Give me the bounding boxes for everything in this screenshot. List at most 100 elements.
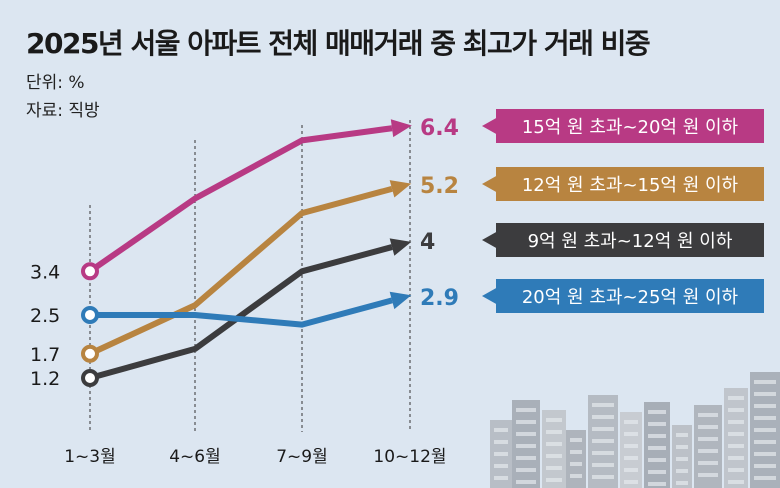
building-window <box>624 456 638 460</box>
building-7 <box>644 402 670 488</box>
building-window <box>516 408 536 412</box>
start-value-label-3: 1.2 <box>30 368 60 390</box>
building-window <box>570 462 582 466</box>
series-start-marker-2 <box>81 344 99 363</box>
start-value-label-2: 1.7 <box>30 344 60 366</box>
building-window <box>570 450 582 454</box>
building-window <box>546 478 562 482</box>
building-window <box>516 480 536 484</box>
building-window <box>676 481 688 485</box>
building-window <box>698 449 718 453</box>
building-window <box>728 408 744 412</box>
building-window <box>698 461 718 465</box>
building-window <box>546 466 562 470</box>
legend-pointer-1 <box>482 117 498 135</box>
building-4 <box>566 430 586 488</box>
building-window <box>624 444 638 448</box>
building-window <box>648 458 666 462</box>
series-line-1 <box>88 125 393 274</box>
building-window <box>624 480 638 484</box>
building-window <box>648 410 666 414</box>
building-window <box>754 452 776 456</box>
building-window <box>592 463 614 467</box>
legend-box-4 <box>496 279 764 313</box>
building-window <box>728 396 744 400</box>
x-tick-label-4: 10~12월 <box>373 447 446 467</box>
end-value-label-3: 4 <box>420 230 435 255</box>
building-window <box>624 432 638 436</box>
chart-title: 2025년 서울 아파트 전체 매매거래 중 최고가 거래 비중 <box>26 27 651 60</box>
start-value-label-1: 3.4 <box>30 261 60 283</box>
building-window <box>728 468 744 472</box>
building-window <box>648 482 666 486</box>
building-window <box>592 403 614 407</box>
building-window <box>728 480 744 484</box>
unit-label: 단위: % <box>26 73 85 93</box>
building-window <box>592 415 614 419</box>
building-window <box>546 430 562 434</box>
building-window <box>676 469 688 473</box>
building-window <box>676 445 688 449</box>
building-window <box>546 442 562 446</box>
building-window <box>516 444 536 448</box>
source-label: 자료: 직방 <box>26 101 100 121</box>
end-value-label-1: 6.4 <box>420 116 459 141</box>
series-start-marker-4 <box>81 305 99 324</box>
series-arrowhead-4 <box>389 291 412 310</box>
building-window <box>648 446 666 450</box>
building-window <box>592 451 614 455</box>
building-window <box>494 464 508 468</box>
building-window <box>516 468 536 472</box>
building-window <box>516 432 536 436</box>
building-window <box>754 464 776 468</box>
building-window <box>592 475 614 479</box>
building-window <box>698 413 718 417</box>
building-window <box>570 438 582 442</box>
building-window <box>698 437 718 441</box>
building-window <box>728 456 744 460</box>
building-window <box>592 427 614 431</box>
building-window <box>698 473 718 477</box>
building-window <box>728 432 744 436</box>
legend-label-1: 15억 원 초과~20억 원 이하 <box>522 117 739 138</box>
building-window <box>648 422 666 426</box>
building-window <box>754 392 776 396</box>
building-window <box>648 434 666 438</box>
building-window <box>494 440 508 444</box>
legend-box-2 <box>496 167 764 201</box>
series-start-marker-3 <box>81 369 99 387</box>
grid-lines <box>89 120 411 432</box>
building-window <box>494 452 508 456</box>
legend-box-3 <box>496 223 764 257</box>
building-10 <box>724 388 748 488</box>
building-window <box>516 456 536 460</box>
start-value-label-4: 2.5 <box>30 305 60 327</box>
legend-label-3: 9억 원 초과~12억 원 이하 <box>528 231 733 252</box>
series-lines <box>81 119 412 387</box>
building-window <box>754 428 776 432</box>
legend-pointer-2 <box>482 175 498 193</box>
legend-box-1 <box>496 109 764 143</box>
building-window <box>754 476 776 480</box>
building-window <box>494 428 508 432</box>
building-3 <box>542 410 566 488</box>
value-labels: 3.4 6.4 1.7 5.2 1.2 4 2.5 2.9 <box>30 116 459 390</box>
building-window <box>728 420 744 424</box>
series-arrowhead-3 <box>389 238 412 256</box>
building-window <box>494 476 508 480</box>
building-window <box>754 440 776 444</box>
x-axis-labels: 1~3월 4~6월 7~9월 10~12월 <box>64 447 446 467</box>
end-value-label-2: 5.2 <box>420 174 459 199</box>
city-skyline-illustration <box>490 372 780 488</box>
legend: 15억 원 초과~20억 원 이하 12억 원 초과~15억 원 이하 9억 원 초… <box>482 109 764 313</box>
building-window <box>592 439 614 443</box>
end-value-label-4: 2.9 <box>420 286 459 311</box>
building-window <box>570 474 582 478</box>
series-line-4 <box>90 297 393 328</box>
legend-label-2: 12억 원 초과~15억 원 이하 <box>522 175 739 196</box>
series-arrowhead-1 <box>390 119 412 138</box>
building-window <box>676 433 688 437</box>
building-window <box>676 457 688 461</box>
building-window <box>648 470 666 474</box>
